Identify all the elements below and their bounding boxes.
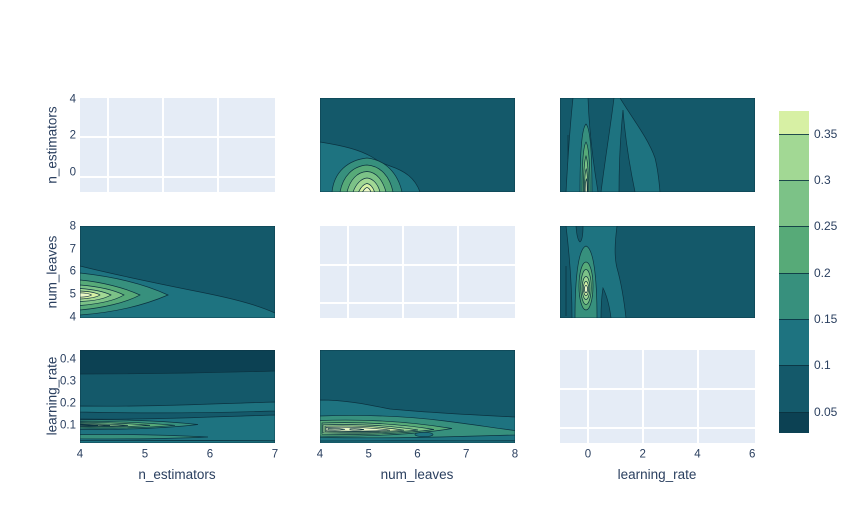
x-axis-title-num_leaves: num_leaves xyxy=(380,467,454,482)
contour-band xyxy=(349,428,365,431)
colorbar-tick-0.3: 0.3 xyxy=(814,173,831,188)
y-tick-num_leaves-8: 8 xyxy=(69,220,76,233)
y-tick-num_leaves-7: 7 xyxy=(69,242,76,255)
contour-plot xyxy=(560,98,755,192)
x-tick-num_leaves-5: 5 xyxy=(365,448,372,461)
subplot-n_estimators-vs-learning_rate[interactable] xyxy=(560,98,755,192)
colorbar-band xyxy=(779,411,809,433)
colorbar-level-line xyxy=(779,411,809,413)
colorbar-band xyxy=(779,226,809,273)
x-tick-n_estimators-7: 7 xyxy=(271,448,279,461)
contour-plot xyxy=(320,98,515,192)
y-tick-n_estimators-2: 2 xyxy=(69,129,76,142)
subplot-learning_rate-vs-learning_rate-empty[interactable] xyxy=(560,350,755,443)
colorbar-level-line xyxy=(779,365,809,367)
colorbar-band xyxy=(779,365,809,412)
colorbar-level-line xyxy=(779,319,809,321)
y-tick-learning_rate-0.3: 0.3 xyxy=(60,375,76,388)
contour-band xyxy=(80,424,99,426)
contour-band xyxy=(80,401,275,414)
x-tick-num_leaves-7: 7 xyxy=(463,448,470,461)
colorbar-tick-0.05: 0.05 xyxy=(814,404,838,419)
contour-plot xyxy=(80,226,275,318)
gridline-vertical xyxy=(587,350,590,443)
contour-band xyxy=(80,350,275,375)
contour-band xyxy=(618,109,636,192)
subplot-n_estimators-vs-num_leaves[interactable] xyxy=(320,98,515,192)
gridline-horizontal xyxy=(560,388,755,391)
gridline-vertical xyxy=(642,350,645,443)
x-tick-learning_rate-0: 0 xyxy=(584,448,592,461)
x-tick-num_leaves-4: 4 xyxy=(316,448,324,461)
colorbar-tick-0.1: 0.1 xyxy=(814,358,831,373)
colorbar-level-line xyxy=(779,180,809,182)
contour-plot xyxy=(320,350,515,443)
subplot-num_leaves-vs-learning_rate[interactable] xyxy=(560,226,755,318)
x-axis-title-learning_rate: learning_rate xyxy=(617,467,697,482)
subplot-learning_rate-vs-num_leaves[interactable] xyxy=(320,350,515,443)
colorbar-tick-0.15: 0.15 xyxy=(814,312,838,327)
y-tick-n_estimators-0: 0 xyxy=(69,166,76,179)
subplot-num_leaves-vs-n_estimators[interactable] xyxy=(80,226,275,318)
x-tick-learning_rate-4: 4 xyxy=(694,448,701,461)
gridline-horizontal xyxy=(80,136,275,139)
colorbar-tick-0.2: 0.2 xyxy=(814,265,831,280)
y-tick-n_estimators-4: 4 xyxy=(69,93,76,106)
x-tick-n_estimators-5: 5 xyxy=(141,448,149,461)
subplot-n_estimators-vs-n_estimators-empty[interactable] xyxy=(80,98,275,192)
contour-band xyxy=(80,292,93,298)
contour-band xyxy=(414,431,434,438)
y-axis-title-n_estimators: n_estimators xyxy=(44,106,60,184)
subplot-num_leaves-vs-num_leaves-empty[interactable] xyxy=(320,226,515,318)
gridline-vertical xyxy=(457,226,460,318)
contour-band xyxy=(362,187,372,192)
gridline-vertical xyxy=(402,226,405,318)
x-tick-num_leaves-6: 6 xyxy=(414,448,421,461)
colorbar-level-line xyxy=(779,226,809,228)
y-axis-title-num_leaves: num_leaves xyxy=(44,235,60,309)
contour-band xyxy=(80,434,209,440)
colorbar-level-line xyxy=(779,133,809,135)
x-axis-title-n_estimators: n_estimators xyxy=(138,467,216,482)
x-tick-learning_rate-6: 6 xyxy=(749,448,756,461)
subplot-learning_rate-vs-n_estimators[interactable] xyxy=(80,350,275,443)
y-tick-learning_rate-0.4: 0.4 xyxy=(60,353,76,366)
x-tick-n_estimators-4: 4 xyxy=(76,448,84,461)
colorbar-band xyxy=(779,180,809,227)
contour-band xyxy=(584,284,588,294)
contour-plot xyxy=(80,350,275,443)
gridline-horizontal xyxy=(320,302,515,305)
colorbar-tick-0.35: 0.35 xyxy=(814,126,838,141)
colorbar-band xyxy=(779,111,809,134)
colorbar-band xyxy=(779,133,809,181)
gridline-vertical xyxy=(107,98,110,192)
contour-plot xyxy=(560,226,755,318)
contour-band xyxy=(584,178,588,192)
y-tick-num_leaves-6: 6 xyxy=(69,265,76,278)
x-tick-num_leaves-8: 8 xyxy=(511,448,519,461)
contour-band xyxy=(600,98,661,192)
x-tick-learning_rate-2: 2 xyxy=(639,448,646,461)
gridline-vertical xyxy=(217,98,220,192)
gridline-vertical xyxy=(347,226,350,318)
x-tick-n_estimators-6: 6 xyxy=(206,448,214,461)
gridline-vertical xyxy=(162,98,165,192)
y-axis-title-learning_rate: learning_rate xyxy=(44,356,60,436)
colorbar-tick-0.25: 0.25 xyxy=(814,219,838,234)
contour-band xyxy=(327,428,346,431)
y-tick-num_leaves-5: 5 xyxy=(69,288,76,301)
colorbar-band xyxy=(779,319,809,366)
colorbar-level-line xyxy=(779,272,809,274)
gridline-horizontal xyxy=(320,263,515,266)
y-tick-learning_rate-0.1: 0.1 xyxy=(60,419,76,432)
gridline-horizontal xyxy=(560,427,755,430)
gridline-horizontal xyxy=(80,175,275,178)
gridline-vertical xyxy=(697,350,700,443)
colorbar-band xyxy=(779,272,809,320)
colorbar xyxy=(779,111,809,433)
y-tick-learning_rate-0.2: 0.2 xyxy=(60,397,76,410)
y-tick-num_leaves-4: 4 xyxy=(69,310,76,323)
